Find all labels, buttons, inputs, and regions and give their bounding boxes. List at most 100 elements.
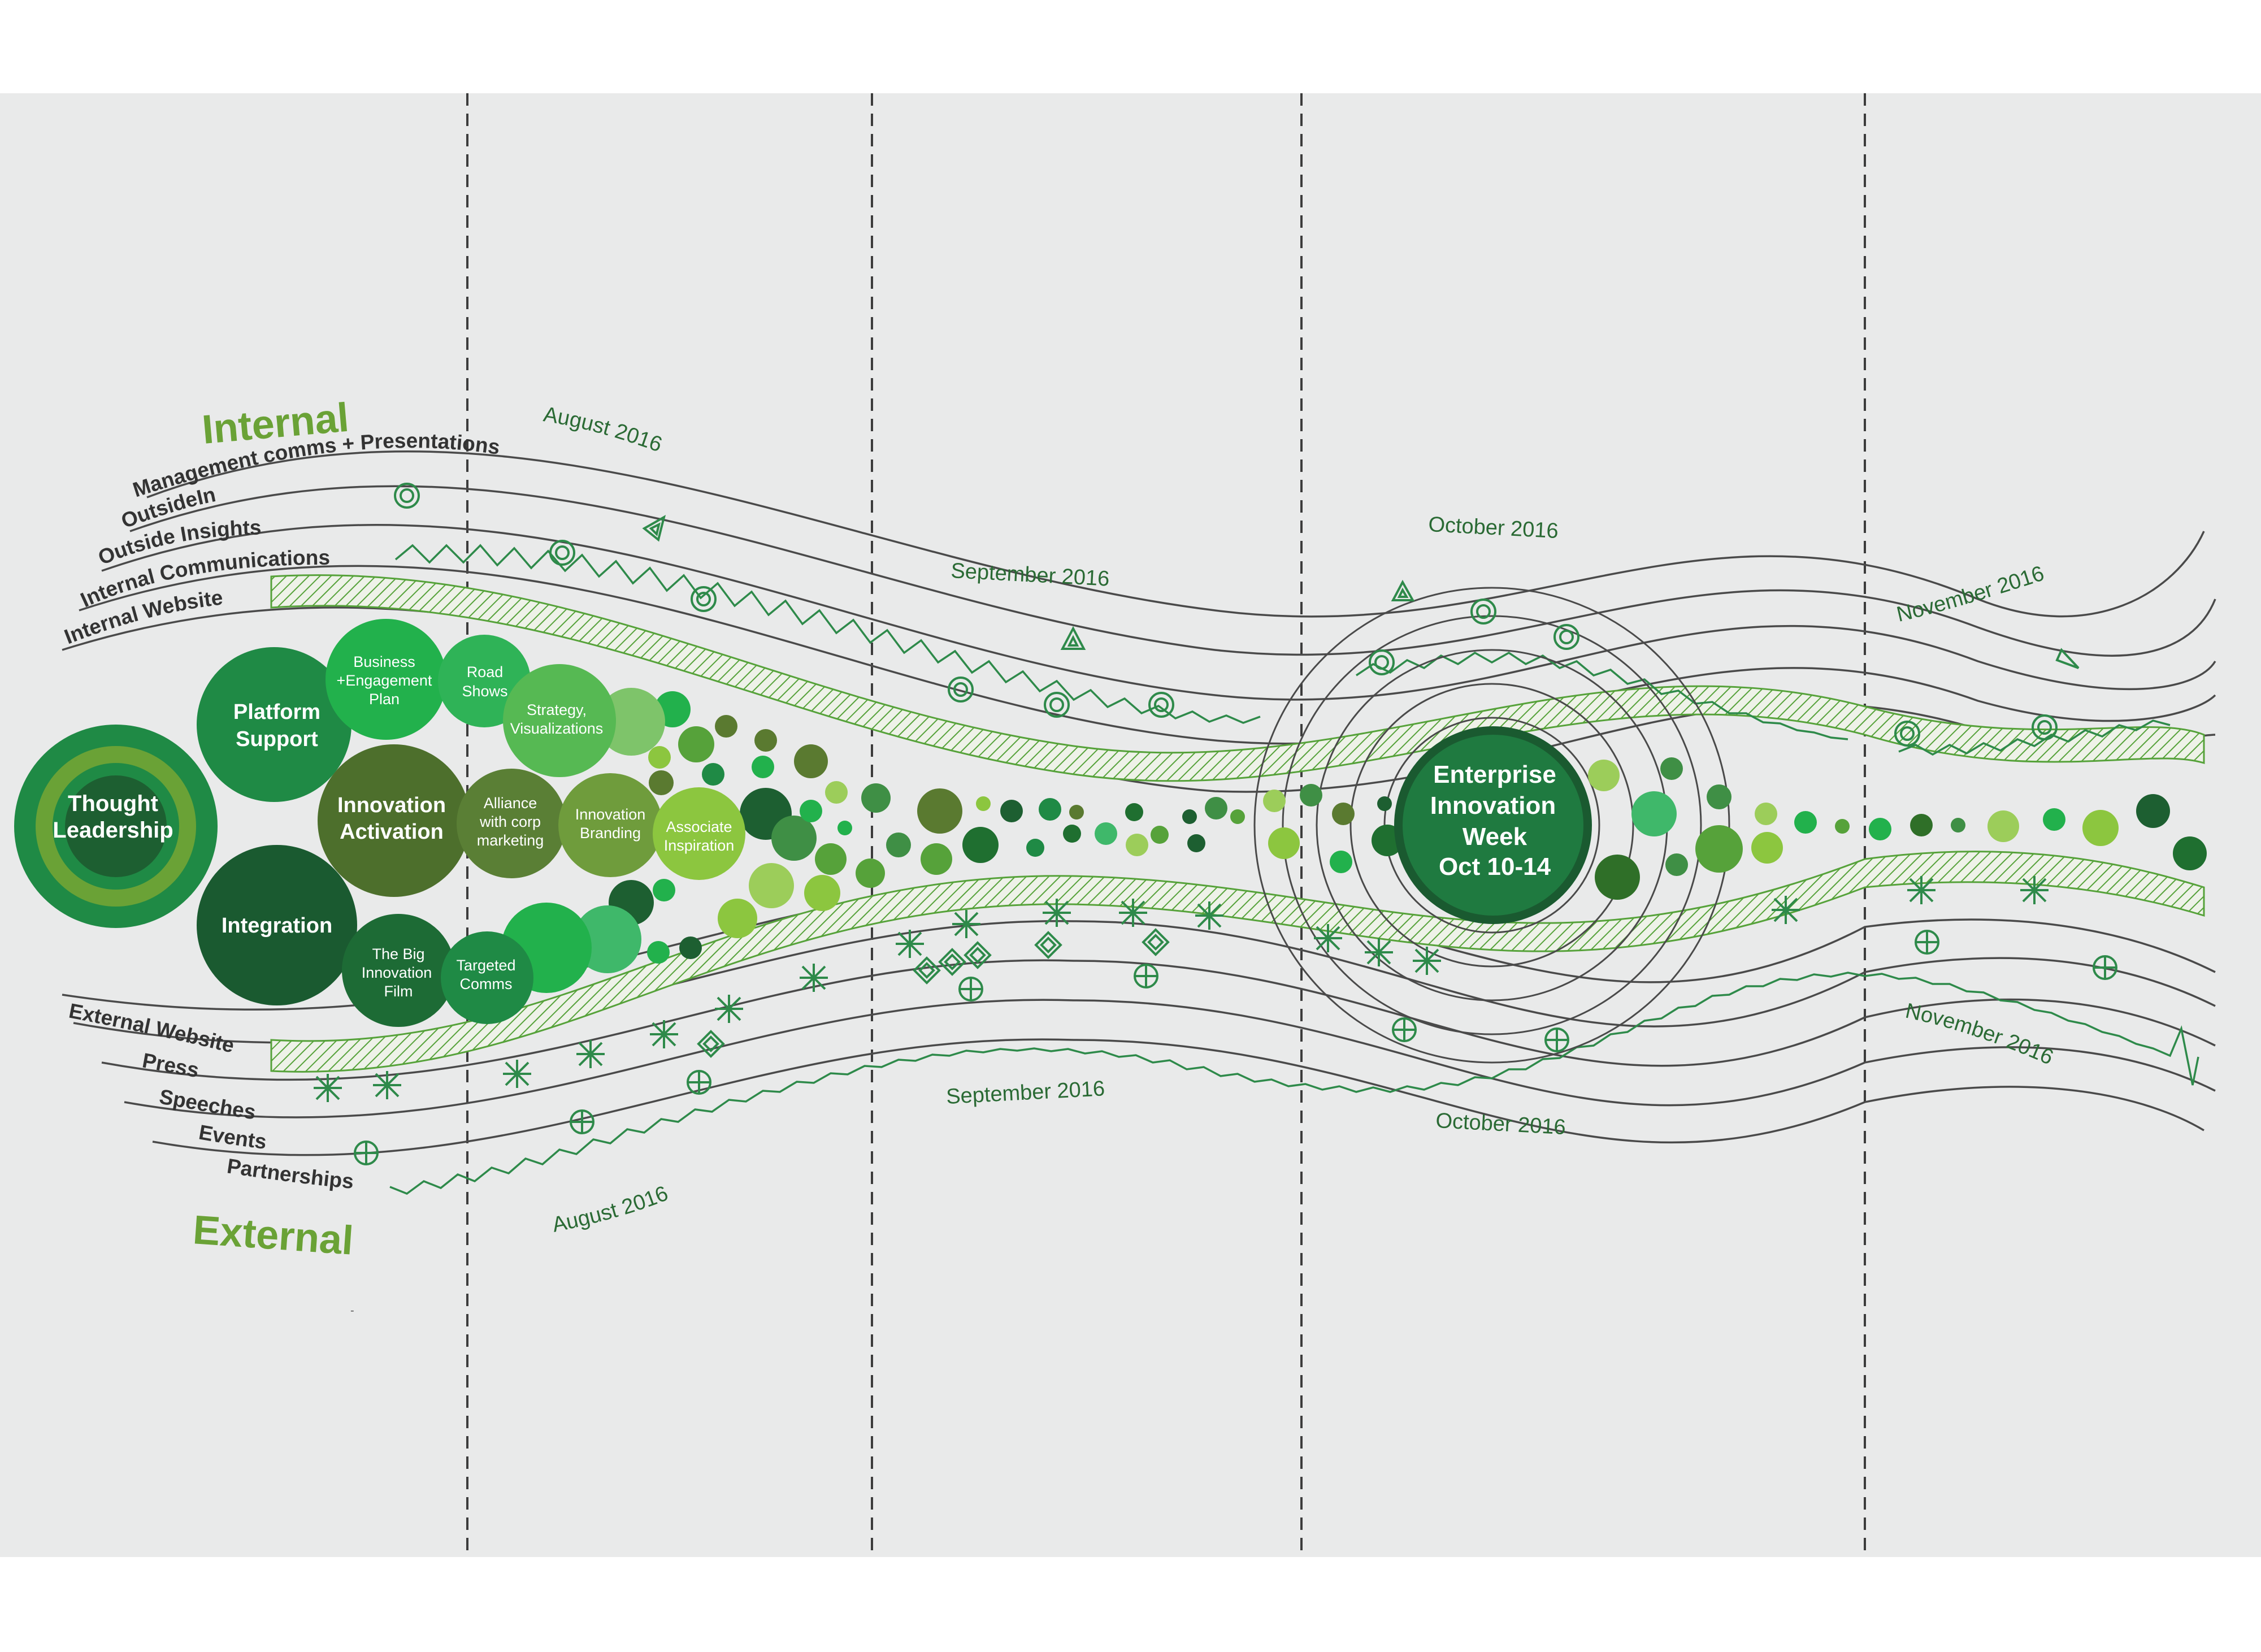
strategy-visualizations-back — [597, 688, 665, 756]
ring-icon — [1044, 692, 1070, 718]
core-label-line1: Thought — [68, 791, 158, 816]
targeted-comms-line2: Comms — [460, 975, 513, 992]
dot — [1951, 818, 1965, 832]
dot — [1069, 805, 1084, 820]
pillars: Platform Support Innovation Activation I… — [197, 647, 470, 1005]
dot — [1660, 757, 1683, 780]
triangle-icon — [2055, 648, 2080, 669]
dot — [1631, 791, 1677, 836]
dot — [754, 729, 777, 752]
innovation-activation-circle — [318, 744, 470, 897]
dot — [1268, 827, 1300, 859]
dot — [856, 858, 885, 888]
dot — [648, 746, 671, 769]
big-film-line2: Innovation — [362, 964, 432, 981]
dot — [718, 899, 757, 938]
alliance-line2: with corp — [479, 813, 541, 830]
dot — [1187, 834, 1205, 852]
innovation-branding-line1: Innovation — [575, 806, 646, 823]
external-website-band — [270, 851, 2205, 1073]
dot — [917, 788, 962, 834]
orbit-ring — [1349, 683, 1634, 968]
dot — [1205, 797, 1227, 820]
internal-comms-zigzag — [394, 544, 1261, 724]
dot — [804, 875, 840, 911]
dot — [886, 832, 911, 857]
ring-icon — [1894, 721, 1920, 747]
event-inner — [1403, 735, 1583, 916]
dot — [1125, 803, 1143, 821]
dot — [679, 936, 702, 959]
dot — [800, 800, 822, 822]
dot — [1330, 851, 1352, 873]
orbit-ring — [1253, 587, 1730, 1064]
dot — [1869, 818, 1891, 840]
innovation-branding-circle — [558, 773, 662, 877]
dot — [715, 715, 737, 738]
ring-icon — [549, 540, 575, 566]
ring-icon — [691, 586, 717, 612]
lane-bot-5 — [152, 1038, 2204, 1156]
dot — [702, 763, 724, 786]
integration-label: Integration — [222, 914, 332, 938]
dot — [749, 863, 794, 908]
dot — [1755, 803, 1777, 825]
big-film-line3: Film — [384, 983, 413, 1000]
dot — [1665, 853, 1688, 876]
dot — [1300, 784, 1322, 807]
big-film-line1: The Big — [372, 946, 424, 962]
road-shows-line2: Shows — [462, 683, 507, 700]
activities: Business +Engagement Plan Road Shows Str… — [326, 619, 745, 1027]
dot — [2173, 836, 2207, 870]
dot — [1026, 839, 1044, 857]
dot — [647, 941, 670, 964]
dot — [1332, 803, 1355, 825]
dot — [962, 827, 999, 863]
ring-icon — [948, 677, 974, 703]
dot — [1230, 809, 1245, 824]
lane-top-3 — [101, 523, 2216, 701]
road-shows-line1: Road — [467, 664, 504, 680]
dot — [1707, 784, 1731, 809]
event-line1: Enterprise — [1433, 761, 1556, 788]
ring-icon — [2032, 714, 2058, 740]
dot — [771, 816, 817, 861]
dot — [2043, 808, 2065, 831]
dot — [1095, 822, 1117, 845]
dot — [2082, 810, 2119, 846]
strategy-visualizations-line1: Strategy, — [527, 701, 587, 718]
dot — [649, 770, 674, 795]
dot — [1039, 798, 1061, 821]
orbit-ring — [1282, 615, 1702, 1035]
triangle-icon — [1391, 579, 1415, 601]
dot — [752, 756, 774, 778]
triangle-icon — [1060, 626, 1086, 650]
dot — [1910, 814, 1933, 836]
dot — [1377, 796, 1392, 811]
core-center — [65, 775, 167, 877]
dot — [1794, 811, 1817, 834]
event-line3: Week — [1463, 823, 1527, 851]
targeted-comms-line1: Targeted — [456, 957, 515, 974]
dot — [1588, 760, 1620, 791]
dot — [1695, 825, 1743, 873]
internal-comms-zigzag-3 — [1898, 719, 2171, 756]
core-label-line2: Leadership — [53, 818, 173, 843]
dot — [653, 879, 675, 901]
ring-icon — [1148, 692, 1174, 718]
business-engagement-line2: +Engagement — [337, 672, 432, 689]
dot — [1126, 834, 1148, 856]
associate-inspiration-line1: Associate — [666, 818, 732, 835]
event-line4: Oct 10-14 — [1439, 853, 1551, 881]
lane-bot-4 — [124, 999, 2216, 1118]
associate-inspiration-line2: Inspiration — [664, 837, 735, 854]
event-line2: Innovation — [1430, 792, 1556, 820]
diamond-icon — [697, 928, 1170, 1058]
stray-mark: - — [350, 1304, 354, 1317]
alliance-circle — [457, 769, 566, 878]
platform-support-line1: Platform — [233, 700, 320, 724]
activity-dots — [609, 691, 2207, 964]
big-film-circle — [342, 914, 455, 1027]
